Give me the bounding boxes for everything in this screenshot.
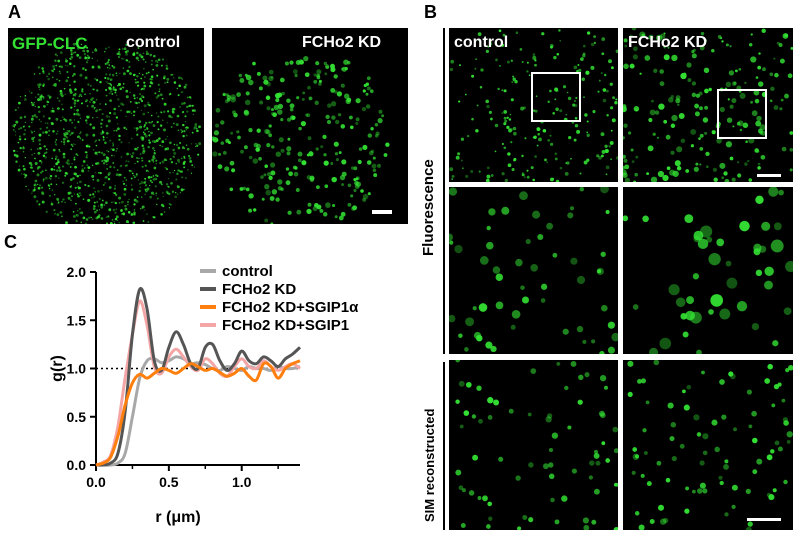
scale-bar-a: [372, 210, 392, 214]
x-tick-label: 0.0: [86, 474, 106, 490]
micrograph-b-control-sim: [449, 360, 618, 530]
legend-label-0: control: [222, 263, 273, 280]
x-tick-label: 0.5: [159, 474, 179, 490]
y-axis-label: g(r): [49, 355, 66, 382]
y-tick-label: 1.0: [67, 361, 87, 377]
micrograph-b-fcho2-zoom: [623, 187, 793, 354]
sim-bracket: [443, 362, 445, 530]
sim-row-label: SIM reconstructed: [422, 408, 437, 522]
micrograph-a-control: GFP-CLC control: [8, 28, 204, 224]
chart-lines: [95, 286, 302, 467]
series-line-1: [95, 286, 302, 467]
micrograph-b-fcho2-sim: [623, 360, 793, 530]
micrograph-a-control-image: [8, 28, 204, 224]
x-tick-label: 1.0: [232, 474, 252, 490]
micrograph-b-fcho2-sim-image: [623, 360, 793, 530]
fluorescence-row-label: Fluorescence: [420, 159, 437, 256]
series-line-0: [96, 355, 301, 467]
micrograph-b-control-zoom-image: [449, 187, 618, 354]
gfp-clc-label: GFP-CLC: [12, 34, 88, 53]
micrograph-a-fcho2: FCHo2 KD: [212, 28, 408, 224]
fcho2-kd-label-a: FCHo2 KD: [302, 34, 382, 51]
micrograph-a-fcho2-image: [212, 28, 408, 224]
micrograph-b-control-overview: control: [449, 28, 618, 182]
panel-label-c: C: [4, 232, 17, 252]
roi-box-control: [531, 72, 581, 122]
y-tick-label: 1.5: [67, 312, 87, 328]
x-axis-label: r (μm): [155, 509, 200, 526]
panel-label-a: A: [8, 2, 21, 22]
y-tick-label: 0.5: [67, 409, 87, 425]
legend-label-2: FCHo2 KD+SGIP1α: [222, 299, 359, 316]
micrograph-b-control-zoom: [449, 187, 618, 354]
y-tick-label: 2.0: [67, 264, 87, 280]
micrograph-b-fcho2-zoom-image: [623, 187, 793, 354]
panel-label-b: B: [424, 2, 437, 22]
micrograph-b-fcho2-overview-image: [623, 28, 793, 182]
micrograph-b-control-sim-image: [449, 360, 618, 530]
legend-label-3: FCHo2 KD+SGIP1: [222, 317, 349, 334]
legend-label-1: FCHo2 KD: [222, 281, 296, 298]
micrograph-b-control-overview-image: [449, 28, 618, 182]
fcho2-kd-label-b: FCHo2 KD: [628, 34, 708, 51]
control-label-b: control: [454, 34, 509, 51]
scale-bar-b-bottom: [747, 518, 781, 521]
control-label-a: control: [126, 34, 181, 51]
y-tick-label: 0.0: [67, 457, 87, 473]
micrograph-b-fcho2-overview: FCHo2 KD: [623, 28, 793, 182]
roi-box-fcho2: [717, 89, 767, 139]
series-line-2: [95, 359, 301, 467]
scale-bar-b-top: [757, 174, 781, 177]
fluorescence-bracket: [443, 28, 445, 354]
